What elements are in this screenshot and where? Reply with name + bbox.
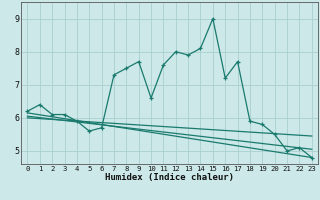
X-axis label: Humidex (Indice chaleur): Humidex (Indice chaleur)	[105, 173, 234, 182]
